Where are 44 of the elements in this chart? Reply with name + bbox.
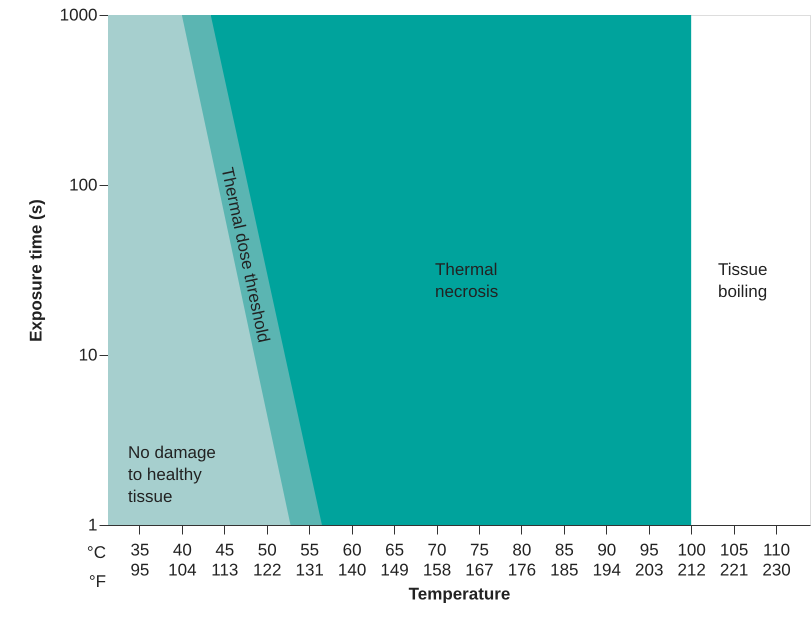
annotation: Thermal dose threshold [218, 166, 274, 344]
x-axis-title: Temperature [408, 584, 510, 604]
x-tick-label: 55 [300, 540, 320, 560]
x-tick-label: 50 [258, 540, 277, 560]
x2-tick-label: 140 [338, 560, 366, 580]
x-tick-label: 35 [130, 540, 150, 560]
text: °F [88, 572, 106, 591]
annotation: No damage to healthy tissue [128, 443, 216, 506]
x2-tick-label: 95 [130, 560, 150, 580]
x2-tick-label: 194 [592, 560, 621, 580]
x2-tick-label: 167 [465, 560, 494, 580]
x-tick-label: 90 [597, 540, 616, 560]
x-tick-label: 100 [677, 540, 706, 560]
x-tick-label: 70 [428, 540, 446, 560]
x2-tick-label: 131 [295, 560, 324, 580]
x-tick-label: 80 [512, 540, 532, 560]
x2-tick-label: 104 [168, 560, 197, 580]
y-tick-label: 1000 [60, 6, 98, 24]
y-tick-label: 10 [78, 346, 98, 364]
x2-tick-label: 113 [211, 560, 238, 580]
y-tick-label: 100 [69, 176, 98, 194]
x-tick-label: 95 [640, 540, 659, 560]
x2-tick-label: 122 [253, 560, 282, 580]
x-tick-label: 60 [342, 540, 362, 560]
x2-tick-label: 185 [550, 560, 579, 580]
x2-tick-label: 221 [720, 560, 748, 580]
text: °C [86, 543, 106, 562]
x2-tick-label: 212 [677, 560, 706, 580]
x2-tick-label: 176 [508, 560, 536, 580]
x2-tick-label: 203 [635, 560, 664, 580]
y-axis-title: Exposure time (s) [26, 199, 46, 342]
x2-tick-label: 230 [762, 560, 791, 580]
x-tick-label: 105 [720, 540, 748, 560]
x-tick-label: 45 [215, 540, 234, 560]
x-tick-label: 75 [470, 540, 489, 560]
annotation: Tissue boiling [718, 260, 768, 301]
y-tick-label: 1 [88, 516, 98, 534]
x-tick-label: 110 [762, 540, 790, 560]
x2-tick-label: 158 [422, 560, 452, 580]
x2-tick-label: 149 [380, 560, 409, 580]
x-tick-label: 40 [172, 540, 192, 560]
annotation: Thermal necrosis [435, 260, 498, 301]
x-tick-label: 85 [554, 540, 574, 560]
x-tick-label: 65 [385, 540, 404, 560]
